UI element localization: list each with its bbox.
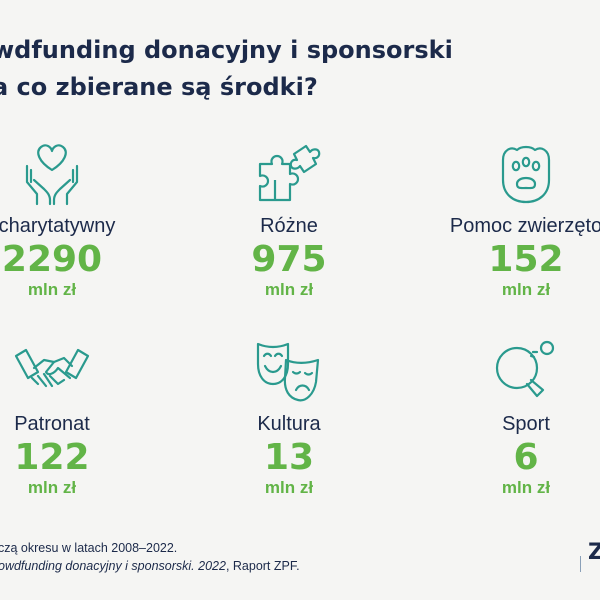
title-line-1: wdfunding donacyjny i sponsorski	[0, 36, 453, 64]
category-value: 152	[488, 239, 564, 280]
ping-pong-icon	[495, 340, 555, 398]
logo-divider	[580, 556, 581, 572]
hands-heart-icon	[25, 144, 79, 206]
title-line-2: a co zbierane są środki?	[0, 73, 318, 101]
category-value: 6	[513, 437, 539, 478]
category-value: 122	[14, 437, 90, 478]
category-value: 2290	[1, 239, 103, 280]
puzzle-icon	[258, 144, 321, 202]
category-label: l charytatywny	[0, 215, 116, 237]
category-patronage: Patronat 122 mln zł	[0, 338, 172, 498]
footnote-source: owdfunding donacyjny i sponsorski. 2022,…	[0, 559, 300, 573]
category-unit: mln zł	[501, 478, 551, 497]
page-title: wdfunding donacyjny i sponsorski a co zb…	[0, 32, 453, 106]
category-animals: Pomoc zwierzęto 152 mln zł	[406, 140, 600, 300]
category-unit: mln zł	[264, 280, 314, 299]
category-unit: mln zł	[27, 280, 77, 299]
footnote-source-title: owdfunding donacyjny i sponsorski. 2022	[0, 559, 226, 573]
footnote-source-rest: , Raport ZPF.	[225, 559, 300, 573]
category-culture: Kultura 13 mln zł	[169, 338, 409, 498]
category-label: Pomoc zwierzęto	[449, 215, 600, 237]
paw-icon	[501, 145, 551, 204]
handshake-icon	[14, 348, 90, 388]
category-label: Sport	[502, 413, 550, 435]
category-value: 975	[251, 239, 327, 280]
category-unit: mln zł	[501, 280, 551, 299]
category-label: Kultura	[257, 413, 321, 435]
logo: Z	[588, 540, 600, 565]
category-unit: mln zł	[264, 478, 314, 497]
category-charity: l charytatywny 2290 mln zł	[0, 140, 172, 300]
category-value: 13	[263, 437, 315, 478]
category-label: Różne	[260, 215, 318, 237]
category-label: Patronat	[14, 413, 90, 435]
footnote-period: czą okresu w latach 2008–2022.	[0, 541, 178, 555]
category-unit: mln zł	[27, 478, 77, 497]
category-various: Różne 975 mln zł	[169, 140, 409, 300]
category-sport: Sport 6 mln zł	[406, 338, 600, 498]
theater-masks-icon	[256, 342, 320, 402]
